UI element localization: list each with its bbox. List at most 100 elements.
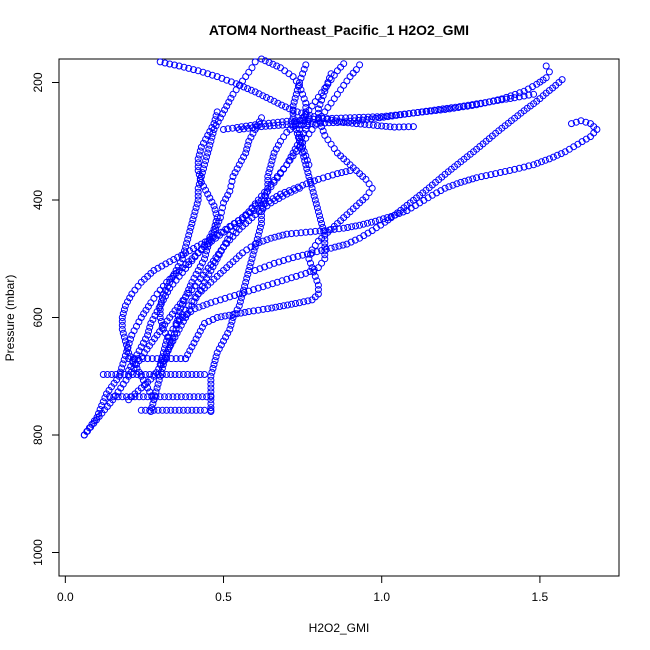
data-point (219, 204, 226, 212)
data-point (360, 220, 367, 228)
data-point (382, 122, 390, 130)
data-point (207, 388, 215, 396)
data-point (284, 255, 292, 263)
data-point (577, 117, 585, 125)
data-point (190, 339, 198, 347)
data-point (95, 410, 102, 417)
data-point (135, 368, 143, 376)
data-point (347, 238, 355, 246)
data-point (240, 83, 248, 91)
data-point (224, 329, 232, 337)
data-point (525, 162, 533, 170)
data-point (250, 247, 258, 255)
data-point (99, 398, 107, 406)
data-point (106, 393, 114, 401)
data-point (151, 392, 159, 400)
data-point (350, 117, 358, 125)
data-point (185, 302, 193, 310)
data-point (163, 371, 171, 378)
data-point (179, 371, 187, 378)
data-point (331, 117, 339, 125)
x-tick-label: 1.5 (532, 590, 549, 604)
data-point (223, 102, 231, 110)
data-point (120, 371, 128, 378)
data-point (96, 406, 104, 413)
data-point (194, 167, 202, 175)
data-point (192, 294, 200, 302)
data-point (263, 94, 270, 101)
data-point (209, 316, 217, 323)
data-point (304, 297, 312, 305)
data-point (291, 94, 299, 102)
data-point (307, 180, 315, 188)
data-point (146, 406, 154, 414)
data-point (289, 149, 297, 157)
data-point (212, 297, 220, 305)
data-point (162, 329, 169, 337)
data-point (133, 371, 141, 378)
data-point (227, 78, 235, 86)
data-point (201, 255, 208, 263)
data-point (163, 406, 171, 414)
data-point (215, 345, 223, 353)
data-point (545, 68, 553, 76)
data-point (283, 275, 291, 283)
data-point (187, 223, 195, 231)
data-point (267, 161, 275, 169)
data-point (285, 105, 293, 113)
data-point (198, 282, 206, 290)
data-point (211, 222, 219, 229)
data-point (191, 305, 199, 313)
data-point (171, 61, 178, 69)
data-point (144, 384, 152, 392)
data-point (185, 231, 193, 239)
data-point (316, 101, 324, 108)
data-point (541, 156, 549, 164)
data-point (243, 246, 251, 254)
data-point (153, 355, 161, 363)
data-point (409, 123, 417, 131)
data-point (386, 123, 394, 131)
data-point (158, 321, 166, 329)
data-point (469, 175, 477, 183)
data-point (393, 111, 400, 119)
data-point (237, 309, 245, 317)
data-point (172, 267, 180, 274)
data-point (202, 157, 210, 165)
data-point (190, 274, 198, 282)
data-point (356, 61, 364, 69)
data-point (182, 293, 190, 301)
data-point (268, 304, 276, 312)
data-point (242, 278, 250, 286)
data-point (129, 359, 137, 366)
data-point (538, 158, 545, 166)
data-point (374, 122, 381, 130)
data-point (338, 169, 346, 177)
data-point (501, 168, 509, 175)
data-point (244, 270, 252, 278)
data-point (220, 199, 227, 207)
data-point (314, 290, 322, 298)
data-point (316, 227, 324, 235)
data-point (312, 200, 320, 208)
data-point (289, 107, 297, 115)
data-point (220, 337, 227, 345)
data-point (335, 225, 343, 233)
data-point (210, 225, 218, 233)
data-point (301, 157, 309, 165)
data-point (175, 371, 183, 378)
data-point (221, 312, 229, 320)
data-point (352, 222, 360, 230)
data-point (453, 180, 461, 188)
data-point (108, 371, 116, 378)
data-point (240, 153, 248, 161)
data-point (133, 351, 141, 359)
data-point (186, 347, 194, 355)
data-point (194, 267, 202, 274)
data-point (163, 337, 171, 345)
data-point (265, 197, 273, 205)
data-point (184, 351, 192, 359)
data-point (188, 220, 196, 227)
data-point (213, 349, 221, 357)
